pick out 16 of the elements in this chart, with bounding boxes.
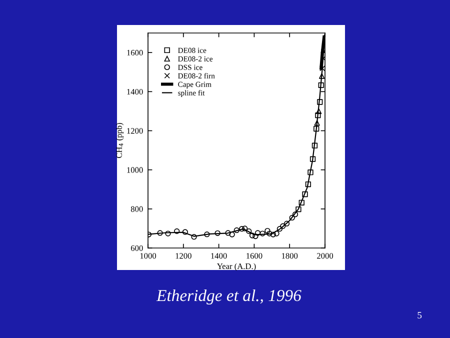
text: 5 [418, 312, 422, 318]
x-tick-label: 1800 [282, 253, 298, 259]
x-tick-label: 1400 [211, 253, 227, 259]
y-tick-label: 1400 [127, 88, 143, 95]
x-axis-title: Year (A.D.) [216, 263, 256, 271]
x-tick-label: 1200 [176, 253, 192, 259]
y-tick-label: 600 [130, 245, 143, 251]
y-tick-label: 800 [130, 206, 143, 212]
x-tick-label: 1000 [140, 253, 156, 259]
x-tick-label: 1600 [246, 253, 262, 259]
y-tick-label: 1200 [127, 128, 143, 134]
y-tick-label: 1600 [127, 50, 143, 56]
y-axis-title: CH$_{4}$ (ppb) [116, 123, 124, 158]
text: Etheridge et al., 1996 [156, 289, 302, 305]
x-tick-label: 2000 [317, 253, 334, 259]
y-tick-label: 1000 [127, 167, 143, 173]
